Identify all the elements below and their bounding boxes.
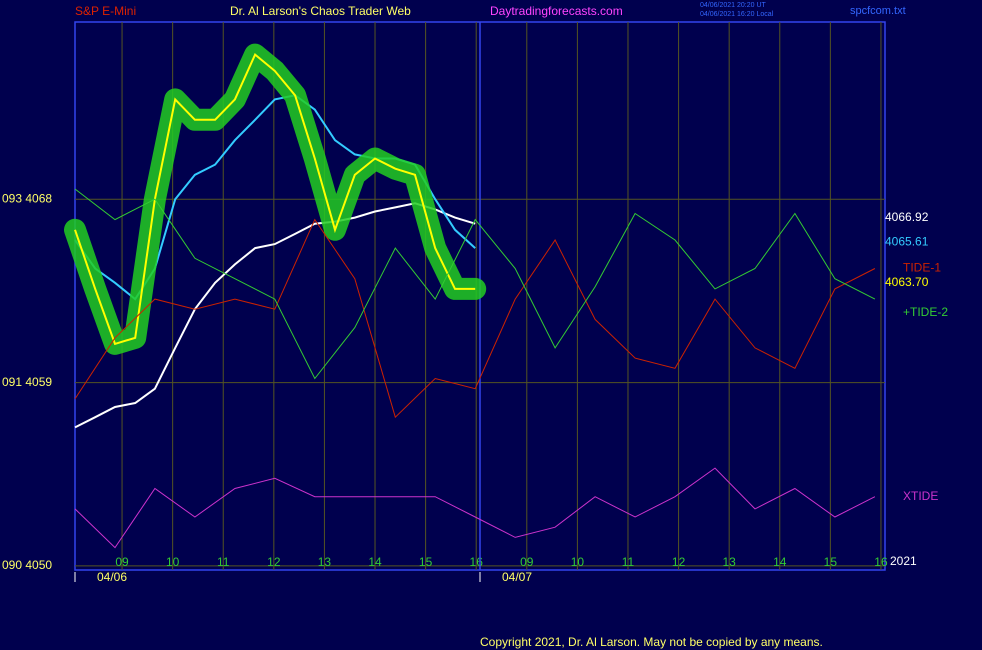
- end-value-label: 4065.61: [885, 234, 929, 248]
- x-tick-label: 09: [520, 555, 534, 569]
- date-label: 04/07: [502, 570, 532, 584]
- x-tick-label: 16: [874, 555, 888, 569]
- x-tick-label: 12: [672, 555, 686, 569]
- x-tick-label: 14: [773, 555, 787, 569]
- legend-label: +TIDE-2: [903, 305, 948, 319]
- timestamp: 04/06/2021 16:20 Local: [700, 11, 774, 18]
- x-tick-label: 10: [166, 555, 180, 569]
- end-value-label: 4063.70: [885, 275, 929, 289]
- x-tick-label: 14: [368, 555, 382, 569]
- timestamp: 04/06/2021 20:20 UT: [700, 2, 766, 9]
- series-line: [74, 188, 876, 380]
- series-line: [74, 202, 476, 429]
- x-tick-label: 16: [470, 555, 484, 569]
- legend-label: TIDE-1: [903, 261, 941, 275]
- x-tick-label: 09: [115, 555, 129, 569]
- x-tick-label: 12: [267, 555, 281, 569]
- date-label: 04/06: [97, 570, 127, 584]
- series-line: [74, 218, 876, 419]
- x-tick-label: 13: [318, 555, 332, 569]
- series-line: [74, 467, 876, 549]
- series-line: [74, 52, 476, 346]
- chart-subtitle: Dr. Al Larson's Chaos Trader Web: [230, 4, 411, 18]
- x-tick-label: 15: [419, 555, 433, 569]
- y-tick-label: 091 4059: [2, 375, 52, 389]
- site-link: Daytradingforecasts.com: [490, 4, 623, 18]
- chart-title: S&P E-Mini: [75, 4, 136, 18]
- x-tick-label: 15: [824, 555, 838, 569]
- legend-label: XTIDE: [903, 489, 938, 503]
- copyright: Copyright 2021, Dr. Al Larson. May not b…: [480, 635, 823, 649]
- end-value-label: 4066.92: [885, 210, 929, 224]
- year-label: 2021: [890, 554, 917, 568]
- x-tick-label: 11: [622, 555, 635, 569]
- y-tick-label: 090 4050: [2, 558, 52, 572]
- x-tick-label: 11: [217, 555, 230, 569]
- x-tick-label: 13: [722, 555, 736, 569]
- file-name: spcfcom.txt: [850, 5, 906, 17]
- x-tick-label: 10: [571, 555, 585, 569]
- y-tick-label: 093 4068: [2, 191, 52, 205]
